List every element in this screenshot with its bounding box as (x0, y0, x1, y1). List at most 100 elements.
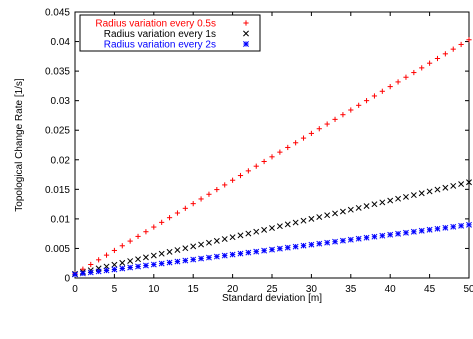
data-points (72, 37, 472, 278)
data-point (300, 217, 307, 224)
data-point (292, 219, 299, 226)
x-tick-label: 40 (385, 284, 397, 295)
data-point (403, 229, 409, 236)
x-tick-label: 0 (72, 284, 78, 295)
data-point (166, 259, 173, 266)
data-point (174, 258, 181, 265)
data-point (79, 270, 86, 277)
x-tick-label: 50 (463, 284, 473, 295)
data-point (253, 163, 259, 169)
data-point (174, 247, 181, 253)
data-point (237, 250, 244, 257)
data-point (308, 130, 314, 137)
data-point (371, 233, 378, 240)
data-point (347, 206, 354, 213)
data-point (363, 98, 370, 104)
data-point (182, 205, 188, 211)
x-tick-label: 10 (148, 284, 160, 295)
x-tick-label: 45 (424, 284, 436, 295)
data-point (411, 69, 417, 76)
data-point (190, 201, 196, 207)
data-point (190, 256, 197, 263)
data-point (72, 271, 78, 278)
data-point (387, 231, 394, 238)
data-point (95, 268, 102, 275)
data-point (166, 215, 173, 221)
data-point (222, 182, 228, 188)
data-point (379, 199, 386, 206)
data-point (324, 121, 330, 127)
data-point (450, 223, 457, 230)
data-point (395, 230, 402, 237)
data-point (213, 237, 220, 244)
y-tick-label: 0.005 (45, 244, 70, 255)
data-point (403, 74, 409, 80)
data-point (158, 250, 165, 257)
data-point (119, 243, 125, 249)
data-point (135, 263, 141, 270)
x-tick-label: 15 (188, 284, 200, 295)
data-point (442, 51, 448, 57)
data-point (395, 79, 401, 85)
plot-area (74, 11, 470, 279)
data-point (135, 256, 141, 263)
data-point (150, 261, 157, 268)
legend-marker (243, 41, 249, 47)
data-point (135, 233, 141, 240)
y-tick-label: 0.01 (51, 214, 71, 225)
data-point (292, 243, 299, 250)
data-point (371, 93, 378, 99)
data-point (111, 261, 118, 268)
data-point (142, 254, 149, 261)
data-point (261, 158, 267, 165)
legend-label: Radius variation every 2s (104, 40, 216, 51)
data-point (348, 107, 354, 113)
data-point (356, 102, 362, 108)
y-tick-label: 0.04 (51, 37, 71, 48)
y-tick-label: 0.02 (51, 155, 71, 166)
data-point (410, 228, 417, 235)
x-tick-label: 20 (227, 284, 239, 295)
data-point (198, 196, 204, 202)
data-point (261, 226, 268, 233)
data-point (269, 225, 275, 232)
data-point (245, 230, 252, 237)
data-point (111, 247, 117, 254)
legend-box (79, 14, 261, 52)
x-tick-label: 35 (345, 284, 357, 295)
data-point (458, 41, 464, 48)
data-point (300, 135, 307, 141)
data-point (87, 269, 94, 276)
data-point (198, 241, 205, 248)
data-point (418, 227, 425, 234)
data-point (308, 241, 315, 248)
data-point (426, 226, 433, 233)
data-point (103, 267, 110, 274)
data-point (316, 214, 323, 221)
data-point (418, 190, 425, 197)
data-point (174, 210, 181, 216)
data-point (284, 221, 291, 228)
data-point (316, 240, 323, 247)
data-point (127, 258, 134, 264)
legend-marker (243, 30, 249, 37)
data-point (198, 255, 205, 262)
data-point (237, 172, 244, 179)
data-point (363, 234, 370, 241)
data-point (150, 252, 157, 259)
x-axis-label: Standard deviation [m] (222, 293, 322, 304)
data-point (293, 140, 299, 146)
data-point (158, 260, 165, 267)
data-point (442, 224, 449, 231)
data-point (96, 257, 102, 263)
data-point (426, 188, 433, 195)
data-point (253, 248, 260, 255)
y-tick-label: 0.035 (45, 67, 70, 78)
data-point (442, 184, 449, 191)
data-point (245, 168, 251, 174)
data-point (276, 223, 283, 230)
data-point (466, 37, 472, 43)
data-point (332, 238, 338, 245)
